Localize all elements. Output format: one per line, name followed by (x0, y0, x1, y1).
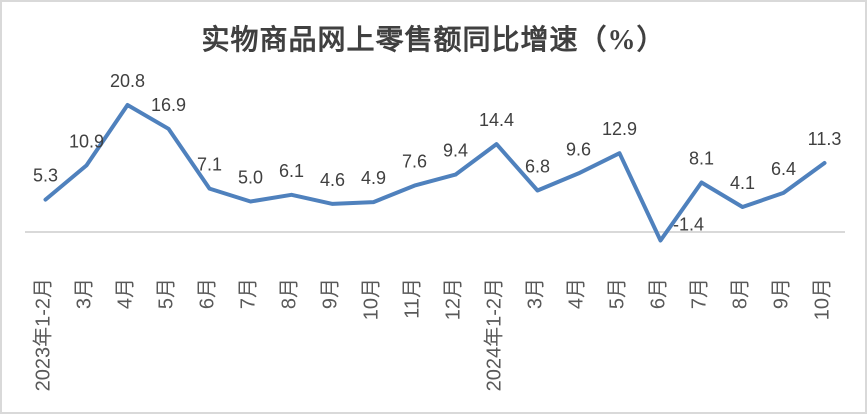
data-label: 20.8 (110, 71, 145, 91)
x-axis-tick-label: 5月 (156, 278, 178, 309)
x-axis-tick-label: 8月 (279, 278, 301, 309)
data-label: 7.6 (402, 152, 427, 172)
x-axis-tick-label: 6月 (648, 278, 670, 309)
x-axis-tick-label: 9月 (320, 278, 342, 309)
data-label: -1.4 (673, 215, 704, 235)
data-label: 11.3 (808, 129, 842, 149)
x-axis-tick-label: 2023年1-2月 (32, 278, 55, 391)
x-axis-tick-label: 3月 (525, 278, 547, 309)
data-label: 10.9 (69, 131, 104, 151)
data-label: 14.4 (479, 110, 514, 130)
data-label: 16.9 (151, 95, 186, 115)
x-axis-tick-label: 6月 (197, 278, 219, 309)
data-label: 12.9 (602, 119, 637, 139)
x-axis-tick-label: 7月 (689, 278, 711, 309)
x-axis-tick-label: 10月 (812, 278, 834, 320)
data-label: 6.1 (279, 161, 304, 181)
x-axis-tick-label: 9月 (771, 278, 793, 309)
data-label: 7.1 (197, 155, 222, 175)
x-axis-tick-label: 3月 (74, 278, 96, 309)
data-label: 4.9 (361, 168, 386, 188)
x-axis-tick-label: 7月 (238, 278, 260, 309)
x-axis-tick-label: 4月 (566, 278, 588, 309)
data-label: 9.6 (566, 139, 591, 159)
data-label: 4.6 (320, 170, 345, 190)
x-axis-tick-label: 11月 (402, 278, 424, 319)
data-label: 5.0 (238, 168, 263, 188)
data-label: 6.8 (525, 157, 550, 177)
x-axis-tick-label: 12月 (443, 278, 465, 320)
x-axis-tick-label: 4月 (115, 278, 137, 309)
x-axis-tick-label: 10月 (361, 278, 383, 320)
x-axis-tick-label: 5月 (607, 278, 629, 309)
x-axis-tick-label: 8月 (730, 278, 752, 309)
data-label: 9.4 (443, 141, 468, 161)
data-label: 4.1 (730, 173, 755, 193)
data-series-line (43, 103, 827, 243)
data-label: 6.4 (771, 159, 796, 179)
x-axis-tick-label: 2024年1-2月 (483, 278, 506, 391)
data-label: 8.1 (689, 149, 714, 169)
data-label: 5.3 (33, 166, 58, 186)
